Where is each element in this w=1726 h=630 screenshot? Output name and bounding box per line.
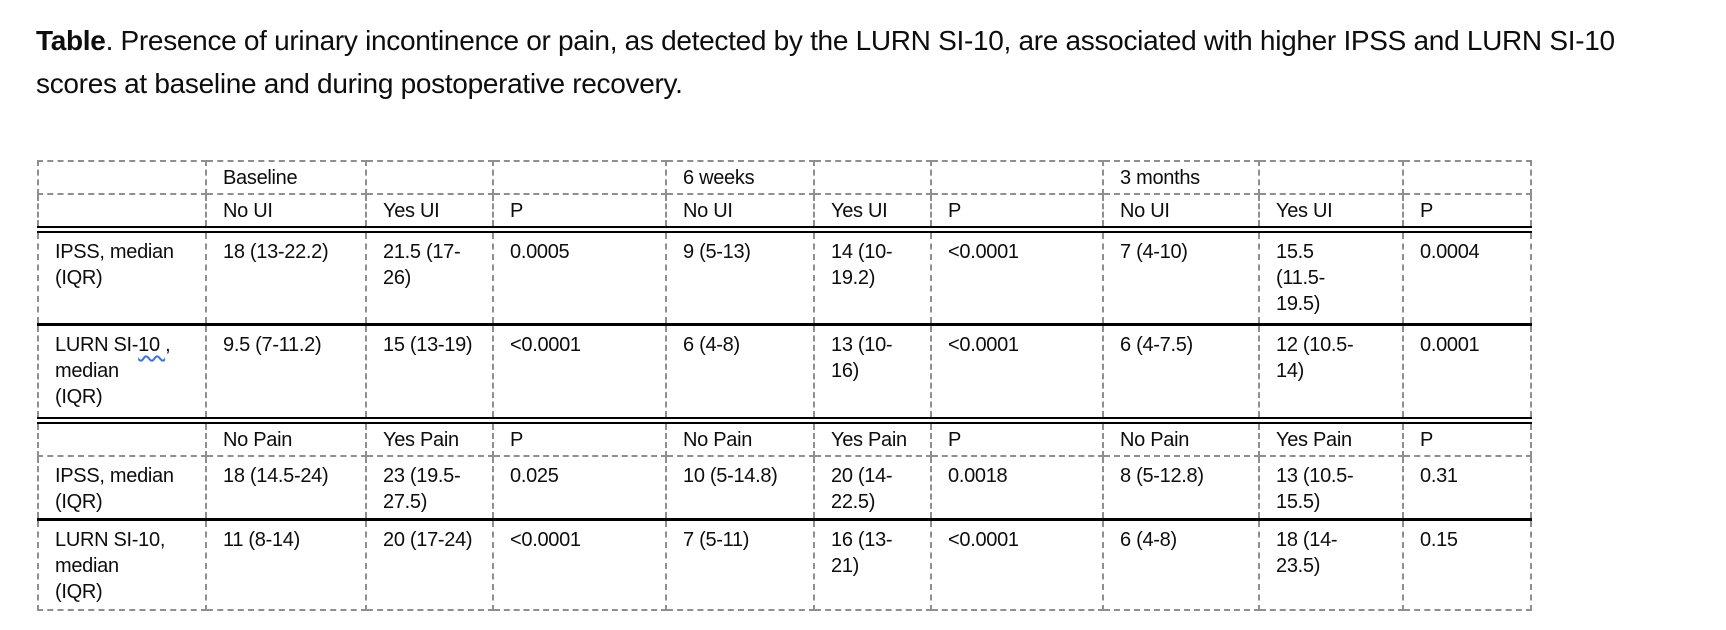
empty-cell — [365, 160, 494, 195]
cell-baseline-yes-pain: 20 (17-24) — [365, 518, 494, 611]
label-pre: LURN SI- — [55, 334, 139, 356]
col-header-3m-p: P — [1402, 193, 1532, 233]
col-header-3m-p: P — [1402, 419, 1532, 457]
cell-baseline-p: <0.0001 — [492, 323, 667, 424]
col-header-baseline-yes-ui: Yes UI — [365, 193, 494, 233]
corner-cell — [37, 160, 207, 195]
cell-baseline-no-ui: 9.5 (7-11.2) — [205, 323, 367, 424]
group-header-6-weeks: 6 weeks — [665, 160, 815, 195]
group-header-3-months: 3 months — [1102, 160, 1260, 195]
cell-baseline-no-pain: 18 (14.5-24) — [205, 455, 367, 521]
cell-baseline-yes-ui: 21.5 (17- 26) — [365, 228, 494, 326]
spellcheck-flagged-text: 10 — [138, 334, 166, 356]
col-header-6w-p: P — [930, 419, 1104, 457]
cell-6w-yes-pain: 20 (14- 22.5) — [813, 455, 932, 521]
col-header-6w-p: P — [930, 193, 1104, 233]
col-header-baseline-yes-pain: Yes Pain — [365, 419, 494, 457]
row-label-lurn: LURN SI-10 , median (IQR) — [37, 323, 207, 424]
empty-row-label — [37, 419, 207, 457]
results-table: Baseline 6 weeks 3 months No UI Yes UI P… — [37, 160, 1532, 611]
table-caption-label: Table — [36, 25, 106, 56]
col-header-3m-yes-pain: Yes Pain — [1258, 419, 1404, 457]
ui-column-header-row: No UI Yes UI P No UI Yes UI P No UI Yes … — [37, 193, 1532, 233]
col-header-6w-no-pain: No Pain — [665, 419, 815, 457]
table-caption: Table. Presence of urinary incontinence … — [36, 19, 1702, 105]
cell-6w-yes-pain: 16 (13- 21) — [813, 518, 932, 611]
cell-3m-no-ui: 6 (4-7.5) — [1102, 323, 1260, 424]
empty-cell — [1402, 160, 1532, 195]
empty-cell — [813, 160, 932, 195]
col-header-baseline-p: P — [492, 193, 667, 233]
cell-baseline-yes-pain: 23 (19.5- 27.5) — [365, 455, 494, 521]
cell-baseline-yes-ui: 15 (13-19) — [365, 323, 494, 424]
cell-6w-p: 0.0018 — [930, 455, 1104, 521]
pain-column-header-row: No Pain Yes Pain P No Pain Yes Pain P No… — [37, 419, 1532, 457]
label-post: , median (IQR) — [55, 334, 171, 408]
table-caption-text: . Presence of urinary incontinence or pa… — [36, 25, 1615, 99]
results-table-container: Baseline 6 weeks 3 months No UI Yes UI P… — [37, 160, 1532, 611]
empty-cell — [930, 160, 1104, 195]
cell-3m-p: 0.0004 — [1402, 228, 1532, 326]
data-row-lurn-pain: LURN SI-10, median (IQR) 11 (8-14) 20 (1… — [37, 518, 1532, 611]
cell-3m-yes-pain: 18 (14- 23.5) — [1258, 518, 1404, 611]
cell-baseline-p: 0.0005 — [492, 228, 667, 326]
col-header-3m-no-ui: No UI — [1102, 193, 1260, 233]
cell-3m-p: 0.15 — [1402, 518, 1532, 611]
cell-3m-p: 0.31 — [1402, 455, 1532, 521]
group-header-baseline: Baseline — [205, 160, 367, 195]
cell-6w-yes-ui: 14 (10- 19.2) — [813, 228, 932, 326]
cell-3m-no-pain: 6 (4-8) — [1102, 518, 1260, 611]
data-row-ipss-pain: IPSS, median (IQR) 18 (14.5-24) 23 (19.5… — [37, 455, 1532, 521]
cell-baseline-no-ui: 18 (13-22.2) — [205, 228, 367, 326]
cell-6w-no-ui: 6 (4-8) — [665, 323, 815, 424]
cell-3m-no-pain: 8 (5-12.8) — [1102, 455, 1260, 521]
cell-baseline-p: <0.0001 — [492, 518, 667, 611]
col-header-6w-yes-pain: Yes Pain — [813, 419, 932, 457]
cell-6w-p: <0.0001 — [930, 323, 1104, 424]
col-header-3m-no-pain: No Pain — [1102, 419, 1260, 457]
cell-baseline-no-pain: 11 (8-14) — [205, 518, 367, 611]
cell-3m-yes-ui: 15.5 (11.5- 19.5) — [1258, 228, 1404, 326]
cell-6w-no-pain: 7 (5-11) — [665, 518, 815, 611]
empty-cell — [1258, 160, 1404, 195]
col-header-3m-yes-ui: Yes UI — [1258, 193, 1404, 233]
cell-6w-no-pain: 10 (5-14.8) — [665, 455, 815, 521]
data-row-lurn-ui: LURN SI-10 , median (IQR) 9.5 (7-11.2) 1… — [37, 323, 1532, 424]
group-header-row: Baseline 6 weeks 3 months — [37, 160, 1532, 195]
row-label-lurn: LURN SI-10, median (IQR) — [37, 518, 207, 611]
col-header-baseline-p: P — [492, 419, 667, 457]
row-label-ipss: IPSS, median (IQR) — [37, 455, 207, 521]
empty-row-label — [37, 193, 207, 233]
cell-6w-p: <0.0001 — [930, 518, 1104, 611]
col-header-baseline-no-pain: No Pain — [205, 419, 367, 457]
cell-3m-yes-pain: 13 (10.5- 15.5) — [1258, 455, 1404, 521]
cell-3m-no-ui: 7 (4-10) — [1102, 228, 1260, 326]
cell-6w-yes-ui: 13 (10- 16) — [813, 323, 932, 424]
cell-6w-p: <0.0001 — [930, 228, 1104, 326]
col-header-6w-yes-ui: Yes UI — [813, 193, 932, 233]
cell-baseline-p: 0.025 — [492, 455, 667, 521]
cell-6w-no-ui: 9 (5-13) — [665, 228, 815, 326]
row-label-ipss: IPSS, median (IQR) — [37, 228, 207, 326]
empty-cell — [492, 160, 667, 195]
data-row-ipss-ui: IPSS, median (IQR) 18 (13-22.2) 21.5 (17… — [37, 228, 1532, 326]
cell-3m-yes-ui: 12 (10.5- 14) — [1258, 323, 1404, 424]
col-header-6w-no-ui: No UI — [665, 193, 815, 233]
col-header-baseline-no-ui: No UI — [205, 193, 367, 233]
cell-3m-p: 0.0001 — [1402, 323, 1532, 424]
